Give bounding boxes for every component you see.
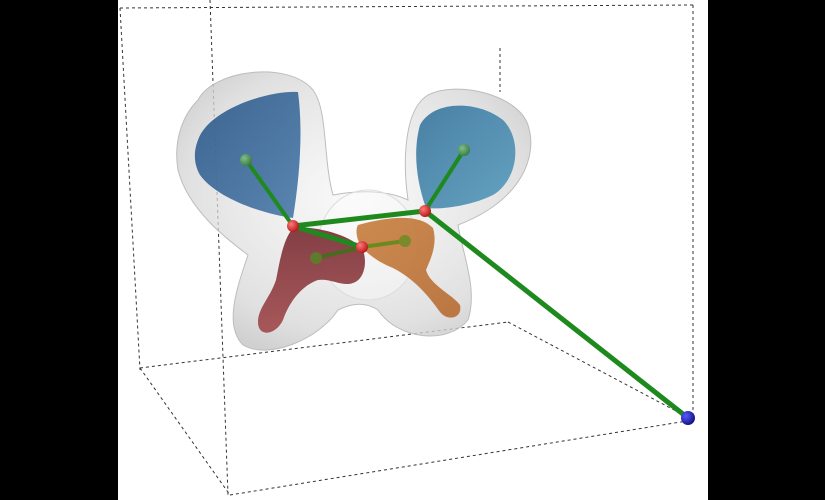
red-atom-left [287,220,299,232]
green-atom-center-b [399,235,411,247]
red-atom-center [356,241,368,253]
bond-red3-green-b [360,239,407,249]
render-canvas[interactable] [118,0,708,500]
atoms [240,144,695,425]
bond-red1-red2 [290,208,428,229]
bond-red1-green-left [244,158,295,228]
blue-atom [681,411,695,425]
bond-red2-blue [422,208,691,421]
scene-svg[interactable] [118,0,708,500]
bond-red2-green-right [423,148,466,213]
red-atom-right [419,205,431,217]
bond-red3-green-a [314,245,364,260]
bond-red1-red3 [290,223,365,250]
green-atom-center-a [310,252,322,264]
bounding-box [119,0,694,496]
green-atom-left [240,154,252,166]
green-atom-right [458,144,470,156]
bonds [244,148,691,421]
